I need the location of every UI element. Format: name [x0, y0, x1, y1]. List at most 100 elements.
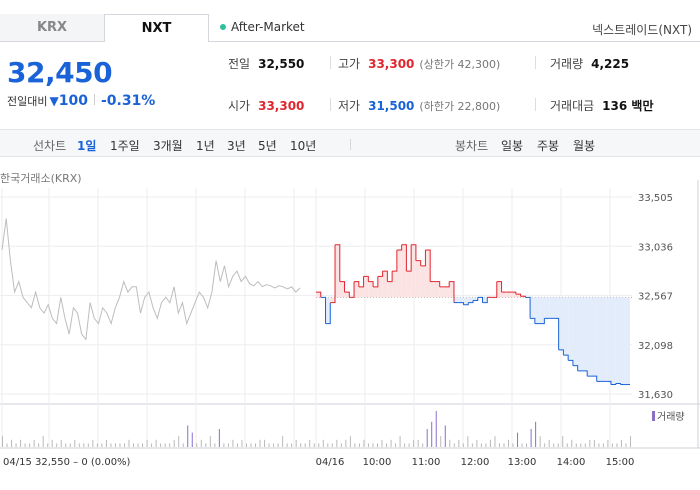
volume-bar [399, 436, 401, 447]
area-fill-segment [468, 297, 473, 303]
today-line-segment [420, 250, 426, 267]
today-line-segment [463, 302, 469, 306]
today-line-segment [396, 244, 403, 251]
volume-bar [544, 443, 546, 447]
volume-bar [485, 443, 487, 447]
volume-bar [367, 443, 369, 447]
volume-bar [417, 439, 419, 447]
volume-bar [630, 436, 631, 447]
volume-bar [304, 443, 306, 447]
price-chart[interactable]: 33,505 33,036 32,567 32,098 31,630 04/16 10:0… [0, 180, 700, 490]
today-line-segment [434, 281, 441, 287]
period-3y[interactable]: 3년 [227, 139, 246, 153]
area-fill-segment [558, 297, 564, 356]
venue-link[interactable]: 넥스트레이드(NXT) [592, 23, 692, 37]
today-line-segment [468, 300, 474, 304]
period-1d[interactable]: 1일 [77, 139, 97, 153]
volume-bar [562, 436, 564, 447]
volume-bar [60, 439, 62, 447]
divider [535, 56, 536, 69]
area-fill-segment [335, 244, 340, 298]
volume-bar [435, 411, 437, 447]
chart-exchange-label: 한국거래소(KRX) [0, 172, 82, 185]
volume-bar [105, 439, 107, 447]
prev-day-line [1, 218, 301, 341]
volume-bar [101, 443, 103, 447]
volume-bar [349, 436, 351, 447]
area-fill-segment [458, 297, 464, 305]
volume-bar [404, 443, 406, 447]
volume-bar [358, 443, 360, 447]
area-fill-segment [344, 292, 350, 298]
volume-bar [535, 421, 537, 447]
candle-monthly[interactable]: 월봉 [573, 139, 596, 153]
volume-bar [313, 443, 315, 447]
volume-bar [390, 439, 392, 447]
change-value: 100 [58, 93, 88, 109]
today-line-segment [392, 250, 398, 272]
stat-value: 136 백만 [602, 99, 654, 113]
stat-volume: 거래량 4,225 [550, 55, 629, 72]
x-tick-label: 15:00 [606, 457, 635, 468]
tab-krx[interactable]: KRX [0, 14, 104, 42]
today-line-segment [377, 271, 384, 277]
y-tick-label: 33,036 [638, 242, 673, 253]
volume-bar [462, 443, 464, 447]
today-line-segment [473, 297, 479, 301]
volume-bar [78, 443, 80, 447]
period-3m[interactable]: 3개월 [153, 139, 183, 153]
volume-bar [309, 439, 311, 447]
volume-bar [480, 443, 482, 447]
volume-bar [517, 432, 519, 447]
stat-label: 전일 [228, 57, 251, 71]
area-fill-segment [430, 281, 435, 298]
area-fill-segment [415, 260, 421, 298]
divider [93, 94, 95, 105]
stat-value: 31,500 [368, 99, 415, 113]
today-line-segment [401, 244, 407, 272]
volume-bar [51, 439, 53, 447]
period-10y[interactable]: 10년 [290, 139, 317, 153]
today-line-segment [415, 260, 422, 266]
volume-bar [277, 443, 279, 447]
stat-label: 저가 [338, 99, 361, 113]
tab-nxt[interactable]: NXT [104, 14, 209, 42]
area-fill-segment [449, 281, 454, 303]
area-fill-segment [615, 297, 621, 385]
candle-daily[interactable]: 일봉 [501, 139, 524, 153]
volume-bar [440, 436, 442, 447]
volume-bar [209, 436, 211, 447]
area-fill-segment [316, 292, 321, 298]
area-fill-segment [401, 244, 407, 298]
volume-bar [593, 439, 595, 447]
area-fill-segment [477, 297, 483, 303]
area-fill-segment [368, 281, 374, 298]
area-fill-segment [534, 297, 540, 324]
volume-bar [453, 443, 455, 447]
period-1w[interactable]: 1주일 [110, 139, 140, 153]
volume-bar [160, 443, 162, 447]
stat-sub: (하한가 22,800) [419, 100, 501, 113]
volume-bar [376, 443, 378, 447]
today-line-segment [530, 317, 536, 324]
x-axis-labels: 04/16 10:00 11:00 12:00 13:00 14:00 15:00 [316, 457, 635, 468]
area-fill-segment [606, 297, 611, 385]
period-1y[interactable]: 1년 [196, 139, 215, 153]
volume-bar [123, 443, 125, 447]
volume-bar [521, 443, 523, 447]
volume-bar [218, 429, 220, 447]
candle-weekly[interactable]: 주봉 [537, 139, 560, 153]
volume-bar [512, 443, 514, 447]
volume-bar [196, 443, 198, 447]
today-line-segment [492, 281, 498, 298]
volume-bar [173, 439, 175, 447]
volume-bar [200, 439, 202, 447]
volume-bar [625, 443, 627, 447]
y-axis-labels: 33,505 33,036 32,567 32,098 31,630 [638, 193, 673, 401]
volume-bar [611, 443, 613, 447]
session-status: After-Market [220, 20, 305, 34]
volume-bar [69, 443, 71, 447]
area-fill-segment [411, 244, 416, 298]
period-5y[interactable]: 5년 [258, 139, 277, 153]
x-tick-label: 11:00 [412, 457, 441, 468]
